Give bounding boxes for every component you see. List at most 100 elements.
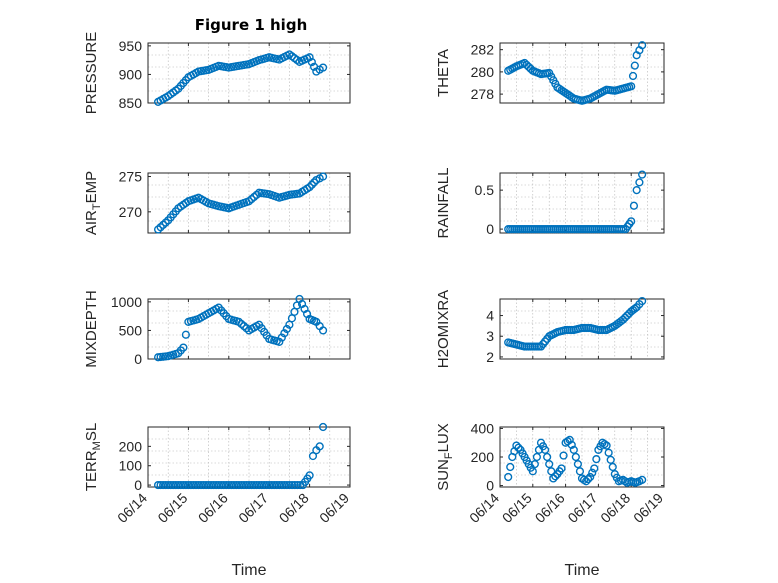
y-axis-label-subscript: T [91,203,103,210]
y-axis-label: THETA [435,49,452,97]
data-point [277,480,286,490]
data-point [586,472,595,482]
y-tick-label: 0 [486,221,494,237]
y-axis-label-main: TERR [83,450,100,491]
data-point [305,53,314,62]
data-point [181,330,190,339]
data-point [161,480,170,490]
data-point [267,480,276,490]
data-point [234,480,244,490]
data-point [318,63,328,72]
data-point [307,57,316,67]
data-point [171,480,180,490]
data-point [265,480,274,490]
data-point [629,201,639,210]
plot-area [500,43,664,103]
data-point [161,218,170,227]
y-tick-label: 500 [119,322,143,338]
y-tick-label: 270 [119,204,143,220]
data-point [156,223,165,232]
data-point [638,170,647,179]
data-point [224,480,233,490]
data-point [309,178,319,187]
data-point [504,472,513,482]
y-axis-label-tail: EMP [83,171,100,204]
y-tick-label: 0 [134,351,142,367]
y-axis-label: TERRMSL [83,423,103,491]
data-point [242,480,251,490]
data-point [277,333,286,342]
data-point [217,480,226,490]
data-point [571,452,580,462]
y-tick-label: 4 [486,308,494,324]
data-point [179,480,188,490]
data-point [174,480,183,490]
data-point [638,475,647,484]
y-tick-label: 2 [486,349,494,365]
data-point [287,480,297,490]
axes-box [147,42,351,104]
data-point [630,304,639,313]
data-point [318,422,328,432]
y-tick-label: 3 [486,328,494,344]
data-point [543,452,552,462]
data-point [227,480,236,490]
data-point [257,480,266,490]
data-point [176,480,185,490]
x-tick-label: 06/14 [114,490,150,526]
data-point [551,472,560,481]
data-point [514,443,523,452]
data-point [189,480,198,490]
y-tick-label: 0 [134,477,142,493]
y-tick-label: 850 [119,95,143,111]
data-point [590,464,599,473]
y-axis-label-main: AIR [83,210,100,235]
data-point [584,475,593,484]
data-point [219,480,228,490]
x-tick-label: 06/17 [564,490,600,526]
data-point [638,41,647,50]
y-axis-label: SUNFLUX [435,423,455,491]
data-point [545,460,554,469]
data-point [630,61,639,70]
data-point [229,480,238,490]
data-point [635,178,644,187]
data-point [602,441,611,450]
data-point [159,220,168,229]
data-point [154,225,163,234]
axes-box [147,172,351,234]
data-point [207,480,216,490]
data-point [608,462,617,472]
x-tick-label: 06/16 [195,490,231,526]
data-point [293,480,302,490]
axes-box [499,426,665,488]
data-point [159,480,168,490]
data-point [252,480,261,490]
data-point [179,343,188,352]
data-point [620,313,630,322]
data-point [191,480,201,490]
data-point [212,480,221,490]
data-point [627,217,636,226]
data-point [606,455,615,464]
x-tick-label: 06/18 [276,490,312,526]
y-tick-label: 0 [486,478,494,494]
data-point [307,180,316,189]
data-point [600,440,609,449]
data-point [244,480,254,490]
y-tick-label: 0.5 [475,182,495,198]
data-point [557,464,566,473]
data-point [285,480,294,490]
data-point [199,480,208,490]
y-axis-label-main: SUN [435,459,452,491]
subplot-mixdepth: 0 500 1000 MIXDEPTH [83,290,351,368]
data-point [156,480,165,490]
data-point [305,471,314,480]
y-axis-label: H2OMIXRA [435,290,452,368]
y-tick-label: 282 [471,42,495,58]
y-axis-label: MIXDEPTH [83,290,100,368]
data-point [575,467,585,476]
data-point [181,480,190,490]
data-point [290,480,299,490]
y-tick-label: 950 [119,38,143,54]
